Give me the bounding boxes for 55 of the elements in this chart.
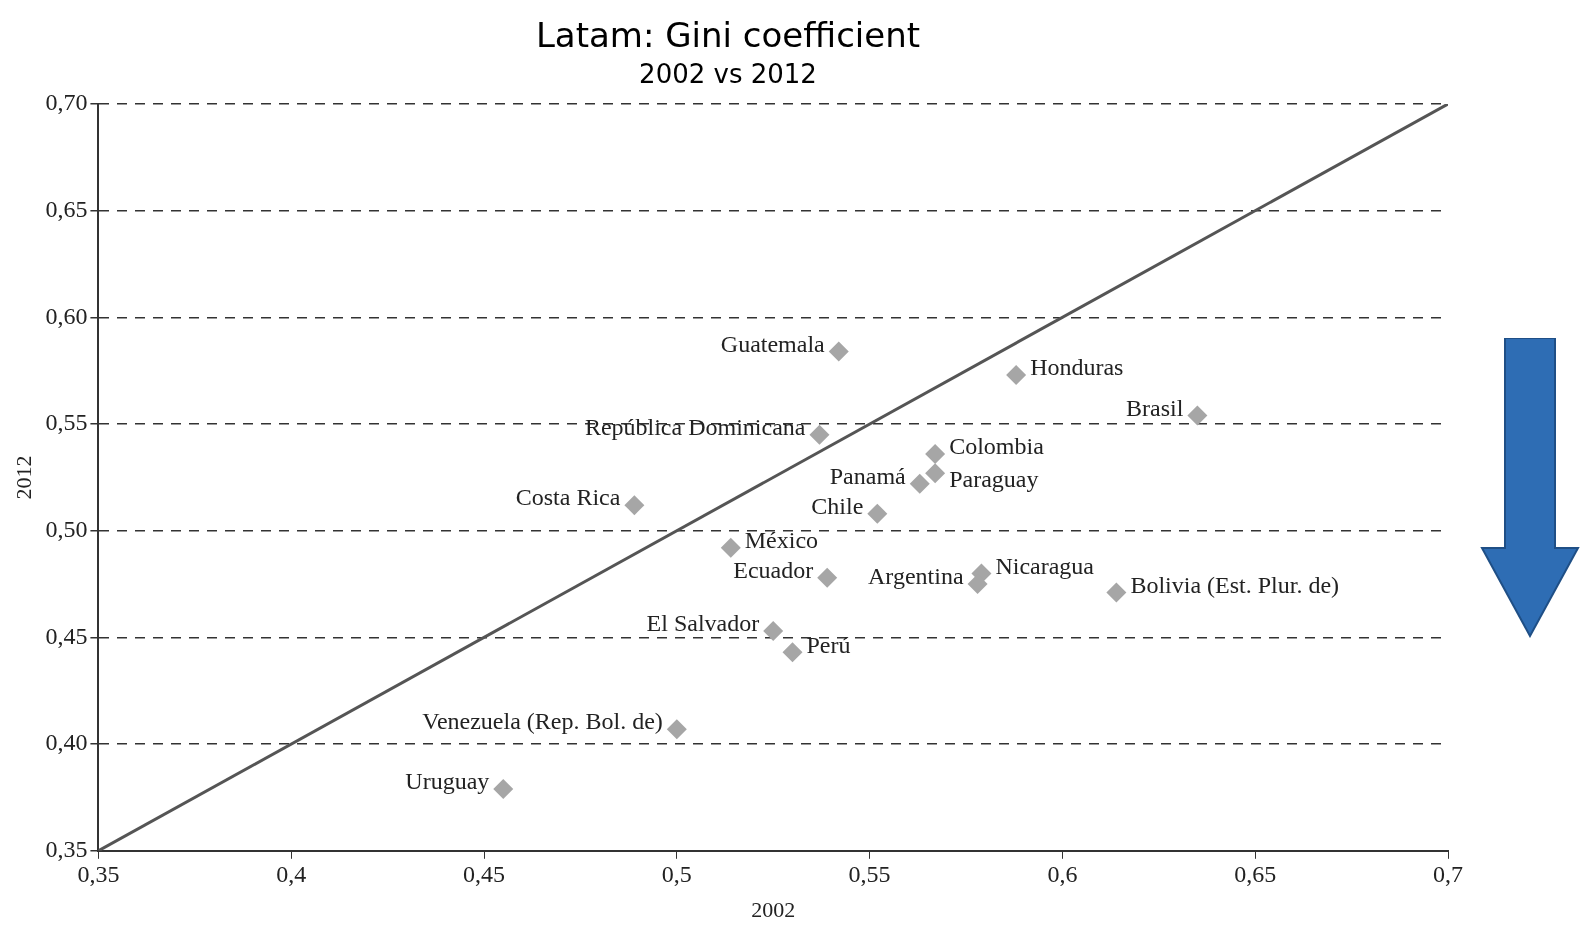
y-tick-label: 0,50 bbox=[45, 516, 88, 543]
y-tick-label: 0,65 bbox=[45, 195, 88, 222]
y-tick-label: 0,70 bbox=[45, 89, 88, 116]
annotation: República Dominicana bbox=[584, 414, 806, 441]
point bbox=[720, 537, 741, 558]
x-tick-label: 0,6 bbox=[1047, 861, 1078, 888]
annotation: Costa Rica bbox=[515, 484, 621, 511]
point bbox=[867, 503, 888, 524]
point bbox=[925, 443, 946, 464]
y-tick-label: 0,35 bbox=[45, 836, 88, 863]
annotation: Honduras bbox=[1030, 354, 1124, 381]
y-tick-label: 0,60 bbox=[45, 302, 88, 329]
y-tick-label: 0,55 bbox=[45, 409, 88, 436]
point bbox=[782, 642, 803, 663]
x-tick-label: 0,45 bbox=[463, 861, 505, 888]
x-tick-label: 0,55 bbox=[848, 861, 891, 888]
y-tick-label: 0,45 bbox=[45, 622, 88, 649]
x-tick-label: 0,35 bbox=[77, 861, 120, 888]
point bbox=[493, 778, 514, 799]
x-tick-label: 0,65 bbox=[1234, 861, 1277, 888]
point bbox=[817, 567, 838, 588]
x-tick-label: 0,4 bbox=[276, 861, 307, 888]
annotation: Panamá bbox=[829, 463, 907, 490]
annotation: Nicaragua bbox=[995, 552, 1095, 579]
y-tick-label: 0,40 bbox=[45, 729, 88, 756]
chart-title: Latam: Gini coefficient bbox=[535, 15, 921, 56]
point bbox=[967, 574, 988, 595]
point bbox=[909, 473, 930, 494]
annotation: Perú bbox=[806, 631, 851, 658]
point bbox=[624, 495, 645, 516]
point bbox=[828, 341, 849, 362]
point bbox=[809, 424, 830, 445]
point bbox=[1187, 405, 1208, 426]
point bbox=[1006, 364, 1027, 385]
annotation: Venezuela (Rep. Bol. de) bbox=[422, 708, 663, 735]
y-axis-title: 2012 bbox=[10, 455, 36, 500]
annotation: El Salvador bbox=[646, 610, 760, 637]
x-tick-label: 0,7 bbox=[1433, 861, 1463, 888]
point bbox=[1106, 582, 1127, 603]
annotation: Argentina bbox=[868, 563, 964, 590]
x-tick-label: 0,5 bbox=[661, 861, 692, 888]
annotation: Guatemala bbox=[720, 330, 826, 357]
point bbox=[925, 463, 946, 484]
point bbox=[666, 719, 687, 740]
point bbox=[763, 621, 784, 642]
annotation: México bbox=[744, 527, 819, 554]
annotation: Bolivia (Est. Plur. de) bbox=[1130, 571, 1340, 598]
chart-subtitle: 2002 vs 2012 bbox=[639, 59, 817, 90]
annotation: Uruguay bbox=[405, 768, 490, 795]
x-axis-title: 2002 bbox=[751, 896, 796, 922]
annotation: Paraguay bbox=[949, 466, 1039, 493]
annotation: Chile bbox=[811, 492, 864, 519]
annotation: Ecuador bbox=[733, 556, 814, 583]
annotation: Colombia bbox=[949, 433, 1045, 460]
annotation: Brasil bbox=[1126, 394, 1184, 421]
